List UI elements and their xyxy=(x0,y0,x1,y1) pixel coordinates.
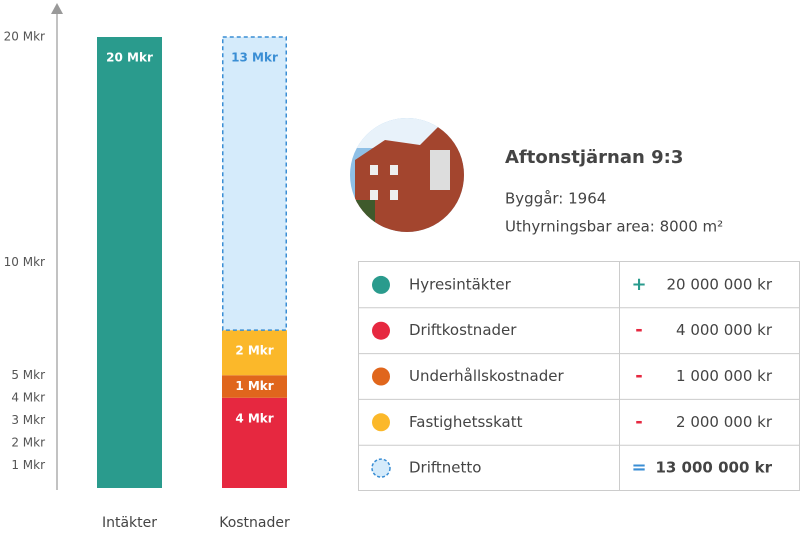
property-detail: Byggår: 1964 xyxy=(505,190,606,208)
legend-icon xyxy=(372,413,390,432)
sign: - xyxy=(635,411,642,432)
y-tick-label: 10 Mkr xyxy=(4,255,45,269)
sign: - xyxy=(635,366,642,387)
legend-icon xyxy=(372,367,390,386)
y-tick-label: 1 Mkr xyxy=(11,458,45,472)
x-tick-label: Kostnader xyxy=(219,515,290,531)
legend-icon xyxy=(371,458,391,478)
sign: - xyxy=(635,320,642,341)
legend-label: Fastighetsskatt xyxy=(409,413,523,431)
legend-label: Driftnetto xyxy=(409,459,481,477)
sign: + xyxy=(631,274,646,295)
legend-icon xyxy=(372,321,390,340)
value-label: 1 Mkr xyxy=(235,379,273,393)
property-name: Aftonstjärnan 9:3 xyxy=(505,147,683,168)
legend-label: Driftkostnader xyxy=(409,321,517,339)
legend-icon xyxy=(372,275,390,294)
amount: 2 000 000 kr xyxy=(676,413,773,431)
property-detail: Uthyrningsbar area: 8000 m² xyxy=(505,218,723,236)
bar-segment xyxy=(222,330,287,376)
y-tick-label: 4 Mkr xyxy=(11,390,45,404)
amount: 20 000 000 kr xyxy=(666,275,772,293)
x-tick-label: Intäkter xyxy=(102,515,157,531)
bar-segment xyxy=(222,375,287,398)
property-photo xyxy=(350,118,464,232)
legend-label: Hyresintäkter xyxy=(409,275,512,293)
bar-segment xyxy=(222,36,287,331)
axis-arrow xyxy=(51,3,63,14)
bar-segment xyxy=(97,37,162,488)
amount: 4 000 000 kr xyxy=(676,321,773,339)
y-tick-label: 5 Mkr xyxy=(11,368,45,382)
amount: 13 000 000 kr xyxy=(655,459,772,477)
value-label: 13 Mkr xyxy=(231,51,278,65)
legend-label: Underhållskostnader xyxy=(409,367,564,385)
value-label: 4 Mkr xyxy=(235,411,273,425)
bar-segment xyxy=(222,397,287,488)
y-tick-label: 3 Mkr xyxy=(11,413,45,427)
value-label: 2 Mkr xyxy=(235,344,273,358)
value-label: 20 Mkr xyxy=(106,51,153,65)
y-tick-label: 20 Mkr xyxy=(4,30,45,44)
amount: 1 000 000 kr xyxy=(676,367,773,385)
sign: = xyxy=(631,457,646,478)
y-tick-label: 2 Mkr xyxy=(11,435,45,449)
